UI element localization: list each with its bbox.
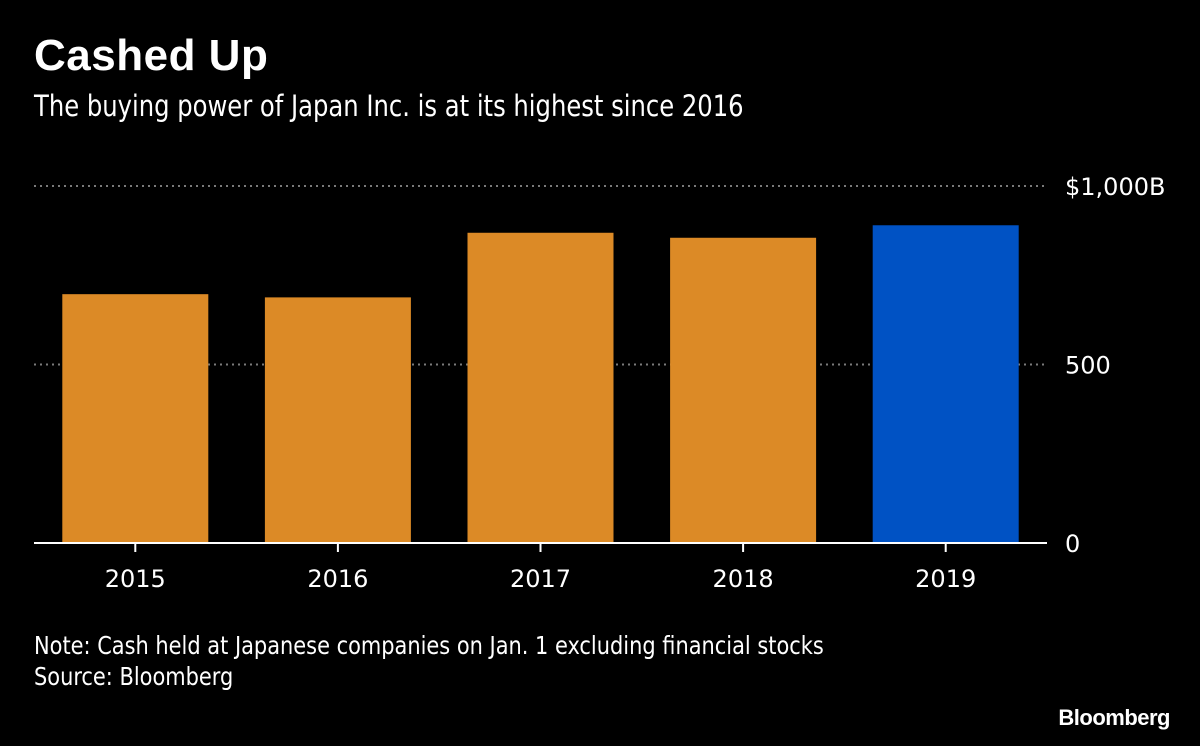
x-tick-label-2018: 2018	[713, 565, 774, 593]
x-tick-label-2019: 2019	[915, 565, 976, 593]
chart-notes: Note: Cash held at Japanese companies on…	[34, 630, 871, 692]
y-tick-label-1000: $1,000B	[1065, 173, 1165, 201]
bar-2018	[670, 237, 817, 543]
x-tick-label-2017: 2017	[510, 565, 571, 593]
chart-subtitle: The buying power of Japan Inc. is at its…	[34, 89, 744, 123]
x-tick-label-2015: 2015	[105, 565, 166, 593]
x-tick-label-2016: 2016	[307, 565, 368, 593]
y-tick-label-500: 500	[1065, 352, 1111, 380]
chart-title: Cashed Up	[34, 31, 269, 80]
source-text: Source: Bloomberg	[34, 662, 234, 691]
bar-2015	[62, 294, 209, 543]
bar-2017	[467, 232, 614, 543]
bloomberg-logo: Bloomberg	[1058, 705, 1170, 730]
bar-2019	[872, 225, 1019, 543]
note-text: Note: Cash held at Japanese companies on…	[34, 631, 824, 660]
y-tick-label-0: 0	[1065, 530, 1080, 558]
bar-2016	[264, 297, 411, 543]
